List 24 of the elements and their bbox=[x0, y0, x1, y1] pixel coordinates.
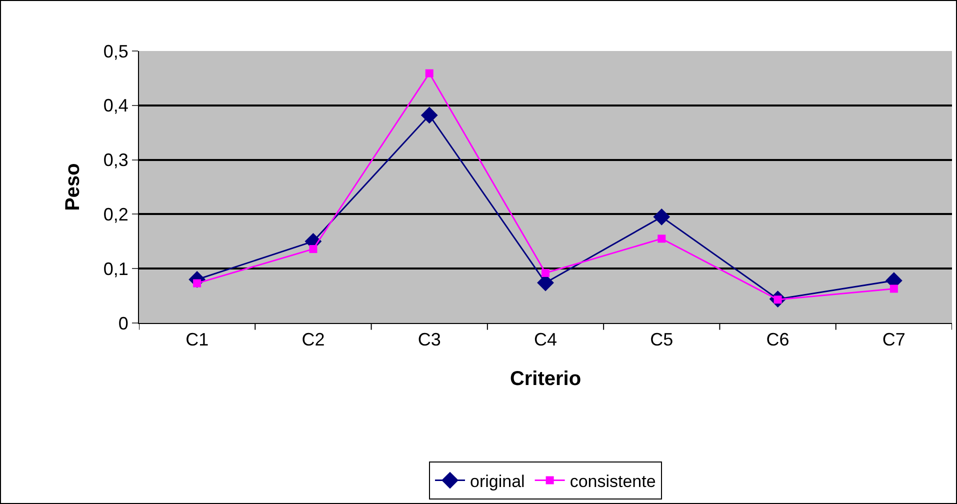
point bbox=[542, 268, 550, 277]
point bbox=[658, 234, 666, 243]
y-axis-title: Peso bbox=[62, 163, 84, 211]
x-tick-label: C1 bbox=[186, 330, 209, 350]
legend-label: consistente bbox=[570, 472, 656, 491]
point bbox=[653, 208, 670, 226]
y-tick-label: 0,1 bbox=[103, 258, 128, 279]
x-tick-label: C6 bbox=[766, 330, 790, 350]
point bbox=[309, 245, 318, 254]
x-tick-label: C3 bbox=[418, 330, 441, 350]
y-tick-label: 0,2 bbox=[103, 204, 128, 224]
point bbox=[425, 69, 434, 78]
y-tick-label: 0 bbox=[118, 313, 128, 334]
x-tick-label: C5 bbox=[650, 330, 674, 350]
point bbox=[420, 106, 438, 124]
legend-label: original bbox=[470, 472, 525, 491]
x-tick-label: C4 bbox=[534, 330, 558, 350]
y-tick-label: 0,3 bbox=[103, 150, 128, 170]
x-tick-label: C2 bbox=[302, 330, 325, 350]
x-tick-label: C7 bbox=[882, 330, 906, 350]
x-axis-title: Criterio bbox=[510, 368, 582, 390]
point bbox=[890, 284, 898, 293]
y-tick-label: 0,5 bbox=[103, 41, 128, 62]
y-tick-label: 0,4 bbox=[103, 96, 128, 116]
